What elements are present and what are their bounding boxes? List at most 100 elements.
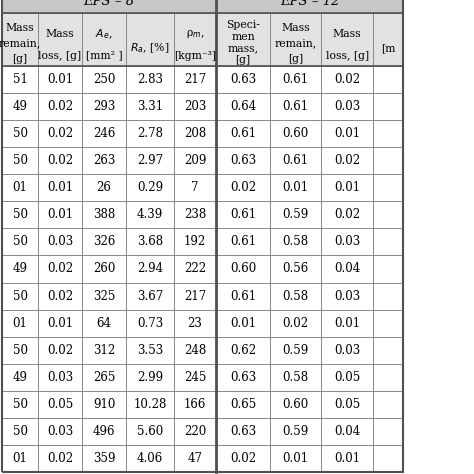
Bar xyxy=(2,93,38,120)
Bar xyxy=(174,174,216,201)
Bar xyxy=(373,93,403,120)
Bar xyxy=(82,310,126,337)
Text: 50: 50 xyxy=(13,128,27,140)
Text: 0.02: 0.02 xyxy=(47,128,73,140)
Bar xyxy=(270,391,321,418)
Text: 0.02: 0.02 xyxy=(334,209,360,221)
Bar xyxy=(2,391,38,418)
Bar xyxy=(38,255,82,283)
Text: 217: 217 xyxy=(184,73,206,86)
Bar xyxy=(270,147,321,174)
Bar xyxy=(174,255,216,283)
Text: Mass: Mass xyxy=(333,29,362,39)
Bar xyxy=(174,13,216,66)
Bar xyxy=(373,174,403,201)
Bar xyxy=(126,283,174,310)
Bar xyxy=(174,418,216,445)
Text: 0.01: 0.01 xyxy=(47,182,73,194)
Text: 0.05: 0.05 xyxy=(334,371,360,383)
Bar xyxy=(2,201,38,228)
Bar xyxy=(373,364,403,391)
Bar xyxy=(38,201,82,228)
Bar xyxy=(216,201,270,228)
Text: 2.94: 2.94 xyxy=(137,263,163,275)
Bar xyxy=(321,310,373,337)
Bar xyxy=(126,418,174,445)
Text: 0.63: 0.63 xyxy=(230,371,256,383)
Bar xyxy=(174,364,216,391)
Text: 0.61: 0.61 xyxy=(230,128,256,140)
Bar xyxy=(38,445,82,472)
Text: 2.78: 2.78 xyxy=(137,128,163,140)
Bar xyxy=(126,310,174,337)
Bar xyxy=(216,364,270,391)
Bar xyxy=(82,418,126,445)
Bar xyxy=(373,201,403,228)
Text: 4.39: 4.39 xyxy=(137,209,163,221)
Text: 50: 50 xyxy=(13,236,27,248)
Bar xyxy=(82,93,126,120)
Text: 0.63: 0.63 xyxy=(230,155,256,167)
Text: 217: 217 xyxy=(184,290,206,302)
Text: 0.01: 0.01 xyxy=(334,317,360,329)
Bar xyxy=(373,66,403,93)
Text: 0.56: 0.56 xyxy=(283,263,309,275)
Bar xyxy=(82,174,126,201)
Bar xyxy=(216,255,270,283)
Text: 222: 222 xyxy=(184,263,206,275)
Text: EPS – 12: EPS – 12 xyxy=(280,0,339,8)
Text: 2.97: 2.97 xyxy=(137,155,163,167)
Bar xyxy=(38,364,82,391)
Bar xyxy=(2,228,38,255)
Text: loss, [g]: loss, [g] xyxy=(326,51,369,61)
Bar xyxy=(82,391,126,418)
Bar xyxy=(2,364,38,391)
Text: 245: 245 xyxy=(184,371,206,383)
Bar xyxy=(174,228,216,255)
Text: 0.61: 0.61 xyxy=(283,100,309,113)
Text: 0.63: 0.63 xyxy=(230,425,256,438)
Text: 0.61: 0.61 xyxy=(283,155,309,167)
Bar xyxy=(2,255,38,283)
Bar xyxy=(174,120,216,147)
Text: 3.68: 3.68 xyxy=(137,236,163,248)
Bar xyxy=(126,337,174,364)
Bar xyxy=(174,147,216,174)
Bar xyxy=(270,174,321,201)
Text: 0.03: 0.03 xyxy=(334,100,360,113)
Text: 220: 220 xyxy=(184,425,206,438)
Text: 0.03: 0.03 xyxy=(47,371,73,383)
Bar xyxy=(38,93,82,120)
Bar xyxy=(270,13,321,66)
Text: 0.61: 0.61 xyxy=(230,236,256,248)
Text: 325: 325 xyxy=(93,290,115,302)
Text: 0.01: 0.01 xyxy=(230,317,256,329)
Bar xyxy=(321,147,373,174)
Text: 260: 260 xyxy=(93,263,115,275)
Text: 359: 359 xyxy=(93,452,115,465)
Text: 0.03: 0.03 xyxy=(334,236,360,248)
Bar xyxy=(216,120,270,147)
Bar xyxy=(270,228,321,255)
Bar xyxy=(373,255,403,283)
Bar xyxy=(126,120,174,147)
Bar xyxy=(82,337,126,364)
Text: 10.28: 10.28 xyxy=(133,398,167,410)
Text: 0.58: 0.58 xyxy=(283,290,309,302)
Bar xyxy=(270,310,321,337)
Bar xyxy=(321,120,373,147)
Bar xyxy=(216,147,270,174)
Text: [g]: [g] xyxy=(288,54,303,64)
Text: 0.58: 0.58 xyxy=(283,371,309,383)
Bar xyxy=(174,283,216,310)
Text: 0.05: 0.05 xyxy=(47,398,73,410)
Text: 0.59: 0.59 xyxy=(283,425,309,438)
Text: 0.29: 0.29 xyxy=(137,182,163,194)
Bar xyxy=(174,445,216,472)
Text: 0.05: 0.05 xyxy=(334,398,360,410)
Bar xyxy=(216,391,270,418)
Text: 0.04: 0.04 xyxy=(334,263,360,275)
Text: Mass: Mass xyxy=(281,23,310,33)
Bar xyxy=(2,418,38,445)
Text: 0.64: 0.64 xyxy=(230,100,256,113)
